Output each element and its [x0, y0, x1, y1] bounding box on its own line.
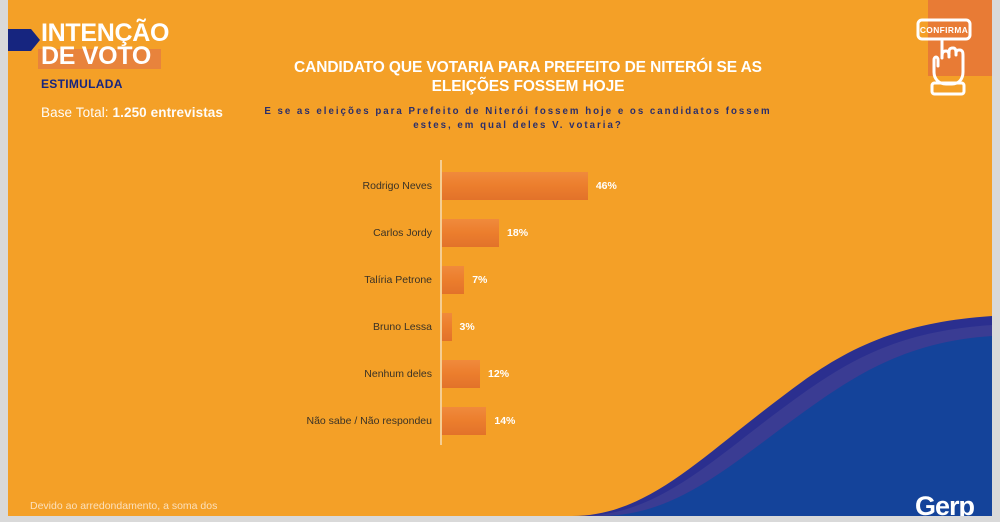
title-highlight-bar	[38, 49, 161, 69]
logo-button-text: CONFIRMA	[920, 25, 968, 35]
page-subtitle: ESTIMULADA	[41, 77, 123, 91]
bar-category-label: Nenhum deles	[364, 368, 432, 380]
chart-header: CANDIDATO QUE VOTARIA PARA PREFEITO DE N…	[248, 58, 808, 133]
page-title-line1: INTENÇÃO	[41, 19, 170, 47]
bar-chart-plot: Rodrigo Neves 46% Carlos Jordy 18% Talír…	[306, 160, 860, 445]
blue-wave-decoration	[572, 316, 992, 516]
brand-logo: Gerp	[914, 491, 975, 516]
bar-value-label: 18%	[507, 227, 529, 239]
base-total-value: 1.250 entrevistas	[112, 105, 224, 120]
bar-fill	[442, 360, 481, 388]
arrow-right-icon	[8, 29, 40, 51]
header-block: INTENÇÃO DE VOTO ESTIMULADA Base Total: …	[38, 19, 361, 120]
footnote-text: Devido ao arredondamento, a soma dos	[30, 500, 218, 512]
bar-row: Carlos Jordy 18%	[373, 219, 577, 247]
bar-category-label: Bruno Lessa	[373, 321, 432, 333]
bar-fill	[442, 219, 500, 247]
bar-value-label: 12%	[488, 368, 510, 380]
bar-category-label: Rodrigo Neves	[362, 180, 432, 192]
base-total-label: Base Total:	[41, 105, 113, 120]
bar-fill	[442, 313, 452, 341]
page-title: INTENÇÃO DE VOTO	[38, 19, 361, 69]
slide-canvas: INTENÇÃO DE VOTO ESTIMULADA Base Total: …	[8, 0, 992, 516]
bar-row: Bruno Lessa 3%	[373, 313, 530, 341]
bar-value-label: 46%	[595, 180, 617, 192]
bar-row: Nenhum deles 12%	[364, 360, 558, 388]
bar-category-label: Não sabe / Não respondeu	[306, 415, 432, 427]
bar-fill	[442, 407, 487, 435]
bar-value-label: 14%	[494, 415, 516, 427]
bar-value-label: 3%	[459, 321, 475, 333]
bar-fill	[442, 266, 465, 294]
bar-value-label: 7%	[472, 274, 488, 286]
page-title-line2: DE VOTO	[38, 44, 161, 69]
hand-pressing-button-icon: CONFIRMA	[916, 18, 972, 96]
bar-category-label: Talíria Petrone	[364, 274, 432, 286]
chart-subtitle: E se as eleições para Prefeito de Niteró…	[264, 106, 772, 131]
bar-fill	[442, 172, 588, 200]
bar-row: Não sabe / Não respondeu 14%	[306, 407, 564, 435]
chart-axis-line	[440, 160, 442, 445]
chart-title: CANDIDATO QUE VOTARIA PARA PREFEITO DE N…	[294, 59, 762, 95]
bar-category-label: Carlos Jordy	[373, 227, 432, 239]
bar-row: Talíria Petrone 7%	[364, 266, 542, 294]
bar-row: Rodrigo Neves 46%	[363, 172, 666, 200]
base-total: Base Total: 1.250 entrevistas	[41, 105, 361, 120]
